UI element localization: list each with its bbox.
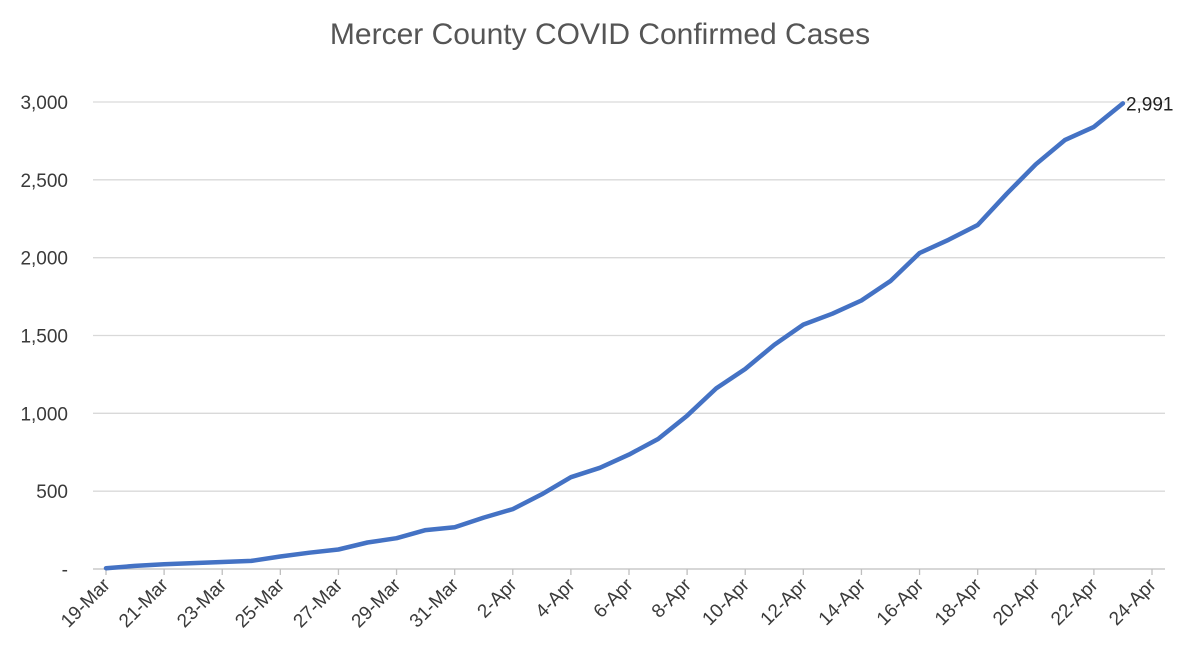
x-tick-label: 24-Apr [1105, 574, 1161, 630]
y-tick-label: 1,000 [20, 404, 68, 425]
y-tick-label: 500 [36, 482, 68, 503]
series-group [103, 101, 1126, 571]
x-tick-label: 20-Apr [989, 574, 1045, 630]
x-tick-label: 14-Apr [815, 574, 871, 630]
x-tick-label: 22-Apr [1047, 574, 1103, 630]
data-label: 2,991 [1126, 94, 1174, 115]
y-tick-label: - [62, 560, 68, 581]
data-labels: 2,991 [1126, 94, 1174, 115]
y-axis: - 500 1,000 1,500 2,000 2,500 3,000 [20, 93, 68, 581]
x-tick-label: 23-Mar [173, 574, 231, 632]
y-tick-label: 1,500 [20, 327, 68, 348]
x-tick-label: 10-Apr [699, 574, 755, 630]
x-tick-label: 2-Apr [474, 574, 522, 622]
x-tick-label: 31-Mar [406, 574, 464, 632]
chart-title: Mercer County COVID Confirmed Cases [329, 18, 871, 51]
y-tick-label: 2,000 [20, 249, 68, 270]
x-tick-label: 18-Apr [931, 574, 987, 630]
x-tick-label: 27-Mar [290, 574, 348, 632]
x-tick-label: 29-Mar [348, 574, 406, 632]
x-tick-label: 16-Apr [873, 574, 929, 630]
gridlines [93, 101, 1165, 492]
x-tick-label: 4-Apr [532, 574, 580, 622]
x-tick-label: 19-Mar [57, 574, 115, 632]
y-tick-label: 3,000 [20, 93, 68, 114]
x-tick-label: 12-Apr [757, 574, 813, 630]
x-tick-label: 6-Apr [590, 574, 638, 622]
x-tick-label: 8-Apr [648, 574, 696, 622]
x-tick-label: 21-Mar [115, 574, 173, 632]
series-line [103, 101, 1126, 571]
x-tick-label: 25-Mar [231, 574, 289, 632]
x-tick-labels: 19-Mar 21-Mar 23-Mar 25-Mar 27-Mar 29-Mar 31-M… [57, 569, 1161, 632]
y-tick-label: 2,500 [20, 171, 68, 192]
